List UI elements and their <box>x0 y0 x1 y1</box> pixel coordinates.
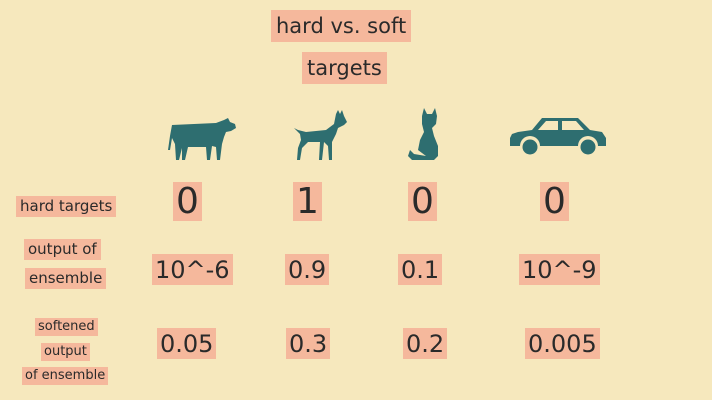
cat-icon <box>404 106 444 162</box>
title-line-1: hard vs. soft <box>271 10 412 42</box>
ensemble-output-cow: 10^-6 <box>152 254 233 285</box>
row-label-output-of-ensemble-line-1: output of <box>24 239 101 260</box>
softened-output-car: 0.005 <box>525 328 600 359</box>
row-label-softened-line-2: output <box>41 343 90 361</box>
row-label-output-of-ensemble-line-2: ensemble <box>25 268 107 289</box>
row-label-hard-targets: hard targets <box>16 196 117 217</box>
cow-icon <box>168 116 238 162</box>
hard-target-cow: 0 <box>173 182 202 221</box>
softened-output-dog: 0.3 <box>286 328 331 359</box>
ensemble-output-cat: 0.1 <box>398 254 443 285</box>
softened-output-cat: 0.2 <box>403 328 448 359</box>
softened-output-cow: 0.05 <box>157 328 217 359</box>
hard-target-cat: 0 <box>408 182 437 221</box>
car-icon <box>508 112 608 158</box>
ensemble-output-car: 10^-9 <box>519 254 600 285</box>
hard-target-dog: 1 <box>293 182 322 221</box>
row-label-softened-line-3: of ensemble <box>22 367 109 385</box>
row-label-softened-line-1: softened <box>35 318 98 336</box>
hard-target-car: 0 <box>540 182 569 221</box>
ensemble-output-dog: 0.9 <box>285 254 330 285</box>
title-line-2: targets <box>302 52 387 84</box>
dog-icon <box>292 108 348 162</box>
